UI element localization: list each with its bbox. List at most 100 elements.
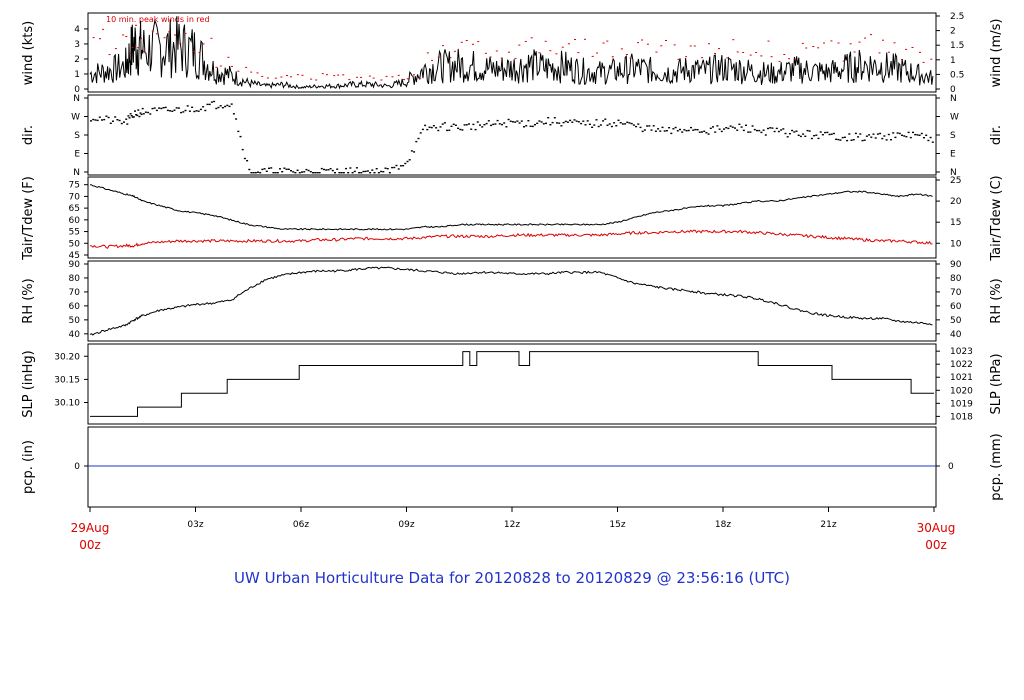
wind-direction-point bbox=[479, 124, 481, 126]
peak-wind-point bbox=[611, 56, 614, 58]
wind-direction-point bbox=[540, 121, 543, 123]
peak-wind-point bbox=[596, 52, 598, 54]
x-start-hour: 00z bbox=[79, 538, 101, 552]
wind-direction-point bbox=[296, 169, 299, 171]
peak-wind-point bbox=[778, 60, 781, 62]
wind-direction-point bbox=[424, 124, 427, 127]
wind-direction-point bbox=[177, 107, 180, 109]
wind-direction-point bbox=[120, 122, 123, 125]
wind-direction-point bbox=[171, 110, 174, 112]
wind-direction-point bbox=[648, 125, 651, 127]
peak-wind-point bbox=[437, 56, 440, 58]
wind-direction-point bbox=[793, 131, 796, 133]
wind-direction-point bbox=[107, 116, 110, 119]
y-tick-label-right: N bbox=[950, 168, 957, 178]
wind-direction-point bbox=[727, 127, 730, 130]
wind-direction-point bbox=[221, 107, 224, 109]
wind-direction-point bbox=[916, 134, 919, 136]
wind-direction-point bbox=[556, 122, 558, 124]
wind-direction-point bbox=[799, 135, 802, 138]
wind-direction-point bbox=[476, 121, 479, 123]
wind-direction-point bbox=[894, 136, 897, 139]
wind-direction-point bbox=[276, 172, 279, 174]
wind-direction-point bbox=[336, 168, 339, 170]
wind-direction-point bbox=[773, 130, 776, 133]
wind-direction-point bbox=[817, 137, 820, 140]
wind-direction-point bbox=[127, 115, 130, 117]
wind-direction-point bbox=[892, 132, 895, 134]
wind-direction-point bbox=[131, 116, 134, 118]
wind-direction-point bbox=[547, 117, 550, 119]
wind-direction-point bbox=[927, 139, 930, 142]
y-tick-label-right: 1.5 bbox=[950, 41, 964, 51]
peak-wind-point bbox=[823, 42, 825, 44]
y-tick-label-right: 0 bbox=[950, 85, 956, 95]
peak-wind-point bbox=[930, 58, 933, 60]
wind-panel-frame bbox=[87, 12, 937, 93]
wind-direction-point bbox=[599, 124, 602, 126]
y-tick-label: 50 bbox=[69, 316, 81, 326]
wind-direction-point bbox=[217, 106, 220, 109]
pcp-ylabel-right: pcp. (mm) bbox=[989, 433, 1004, 500]
y-tick-label-right: N bbox=[950, 94, 957, 104]
wind-direction-point bbox=[437, 129, 440, 132]
peak-wind-point bbox=[397, 74, 400, 76]
wind-direction-point bbox=[887, 133, 890, 136]
y-tick-label: S bbox=[74, 131, 80, 141]
wind-direction-point bbox=[193, 110, 196, 113]
wind-direction-point bbox=[769, 127, 772, 129]
wind-direction-point bbox=[404, 162, 407, 165]
wind-direction-point bbox=[312, 172, 314, 174]
wind-direction-point bbox=[907, 131, 910, 134]
y-tick-label-right: W bbox=[950, 113, 959, 123]
peak-wind-point bbox=[333, 75, 336, 77]
x-tick-label: 06z bbox=[293, 520, 309, 530]
wind-direction-point bbox=[142, 113, 145, 115]
y-tick-label-right: 15 bbox=[950, 218, 961, 228]
wind-direction-point bbox=[874, 137, 877, 139]
peak-wind-point bbox=[685, 56, 688, 58]
wind-direction-point bbox=[501, 123, 503, 126]
wind-direction-point bbox=[751, 125, 754, 127]
wind-direction-point bbox=[472, 123, 475, 126]
wind-direction-point bbox=[857, 136, 860, 138]
wind-direction-point bbox=[835, 138, 838, 140]
y-tick-label: 60 bbox=[69, 216, 81, 226]
y-tick-label: 80 bbox=[69, 274, 81, 284]
wind-speed-line bbox=[89, 16, 934, 90]
wind-direction-point bbox=[512, 121, 514, 123]
y-tick-label: N bbox=[73, 168, 80, 178]
peak-wind-point bbox=[893, 42, 896, 44]
peak-wind-point bbox=[514, 58, 517, 60]
peak-wind-point bbox=[245, 66, 248, 68]
wind-direction-point bbox=[169, 110, 172, 112]
peak-wind-point bbox=[606, 40, 609, 42]
wind-direction-point bbox=[602, 120, 605, 122]
wind-direction-point bbox=[918, 134, 921, 136]
y-tick-label: 75 bbox=[69, 181, 80, 191]
y-tick-label-right: 0.5 bbox=[950, 70, 964, 80]
wind-direction-point bbox=[553, 117, 556, 119]
wind-direction-point bbox=[274, 172, 277, 174]
y-tick-label: 40 bbox=[69, 330, 81, 340]
wind-direction-point bbox=[920, 132, 923, 135]
wind-direction-point bbox=[676, 130, 679, 132]
temp-ylabel: Tair/Tdew (F) bbox=[21, 176, 36, 261]
wind-direction-point bbox=[523, 126, 525, 128]
wind-direction-point bbox=[788, 133, 791, 135]
wind-direction-point bbox=[252, 172, 255, 174]
wind-direction-point bbox=[810, 137, 813, 140]
wind-direction-point bbox=[729, 125, 732, 127]
wind-direction-point bbox=[819, 131, 822, 133]
peak-wind-point bbox=[431, 59, 433, 61]
wind-direction-point bbox=[435, 127, 438, 129]
wind-direction-point bbox=[692, 129, 695, 131]
wind-direction-point bbox=[413, 151, 416, 153]
wind-direction-point bbox=[505, 126, 508, 128]
peak-wind-point bbox=[250, 71, 253, 73]
wind-direction-point bbox=[872, 133, 875, 135]
wind-direction-point bbox=[232, 113, 235, 115]
wind-direction-point bbox=[705, 132, 708, 134]
peak-wind-point bbox=[530, 37, 533, 39]
peak-wind-point bbox=[489, 56, 492, 58]
